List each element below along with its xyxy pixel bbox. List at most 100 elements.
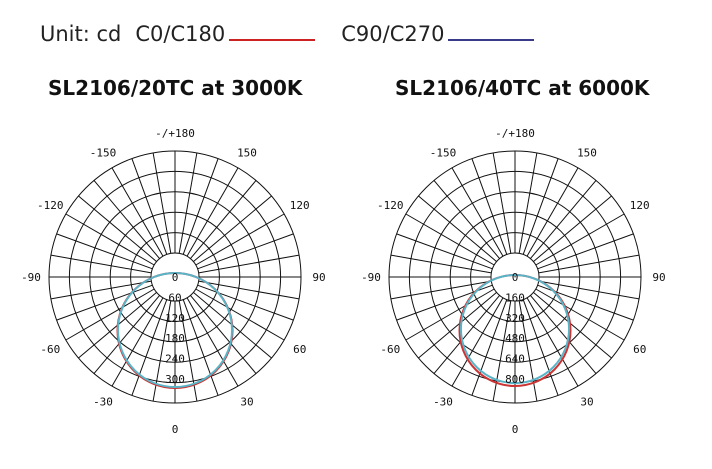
radial-tick-label: 60 [168,291,181,304]
angle-label: -150 [90,146,117,159]
grid-spoke [131,158,168,255]
grid-spoke [530,180,597,259]
angle-label: 120 [630,199,650,212]
grid-spoke [535,288,625,341]
grid-spoke [93,180,160,259]
legend-swatch-c90-c270 [448,39,535,41]
angle-label: -60 [380,343,400,356]
grid-spoke [111,167,164,257]
unit-label: Unit: cd [40,22,122,46]
angle-label: 0 [512,423,519,436]
radial-tick-label: 300 [165,373,185,386]
grid-spoke [535,213,625,266]
grid-spoke [178,152,198,254]
angle-label: -90 [21,271,41,284]
grid-spoke [186,297,239,387]
grid-spoke [65,213,155,266]
grid-spoke [197,233,294,270]
grid-spoke [518,300,538,402]
grid-spoke [111,297,164,387]
radial-tick-label: 800 [505,373,525,386]
angle-label: -30 [93,396,113,409]
grid-spoke [182,158,219,255]
radial-tick-label: 640 [505,353,525,366]
grid-spoke [451,167,504,257]
grid-spoke [418,195,497,262]
grid-spoke [526,297,579,387]
grid-spoke [190,295,257,374]
grid-spoke [526,167,579,257]
grid-spoke [433,295,500,374]
grid-spoke [538,254,640,274]
grid-spoke [530,295,597,374]
legend-entry-c90-c270: C90/C270 [341,22,535,46]
radial-tick-label: 320 [505,312,525,325]
chart-title-right: SL2106/40TC at 6000K [395,76,650,100]
angle-label: 0 [172,423,179,436]
legend-entry-c0-c180: C0/C180 [135,22,316,46]
grid-spoke [522,299,559,396]
grid-spoke [190,180,257,259]
angle-label: 60 [293,343,306,356]
grid-spoke [390,254,492,274]
angle-label: 90 [652,271,665,284]
grid-spoke [152,152,172,254]
grid-spoke [537,233,634,270]
grid-spoke [418,292,497,359]
grid-spoke [56,233,153,270]
angle-label: 60 [633,343,646,356]
series-curve-c90-c270 [117,272,233,388]
angle-label: 150 [577,146,597,159]
angle-label: -60 [40,343,60,356]
grid-spoke [451,297,504,387]
radial-tick-label: 120 [165,312,185,325]
angle-label: -120 [37,199,64,212]
angle-label: 90 [312,271,325,284]
grid-spoke [198,280,300,300]
grid-spoke [93,295,160,374]
polar-grid [388,150,642,404]
polar-chart-right: 0 160 320 480 640 800 -/+180 150 -150 120 -120 90 -9… [361,127,666,436]
grid-spoke [195,288,285,341]
grid-spoke [492,152,512,254]
grid-spoke [390,280,492,300]
angle-label: -30 [433,396,453,409]
grid-spoke [131,299,168,396]
grid-spoke [405,288,495,341]
grid-spoke [193,195,272,262]
angle-label: 30 [240,396,253,409]
grid-spoke [492,300,512,402]
legend-label-c0-c180: C0/C180 [135,22,226,46]
grid-spoke [182,299,219,396]
grid-spoke [405,213,495,266]
radial-tick-label: 240 [165,353,185,366]
chart-title-left: SL2106/20TC at 3000K [48,76,303,100]
radial-tick-label: 180 [165,332,185,345]
grid-spoke [396,233,493,270]
grid-spoke [471,158,508,255]
grid-spoke [65,288,155,341]
grid-spoke [50,254,152,274]
grid-spoke [433,180,500,259]
grid-spoke [50,280,152,300]
radial-tick-label: 0 [172,271,179,284]
radial-tick-label: 0 [512,271,519,284]
grid-spoke [186,167,239,257]
polar-chart-left: 060120180240300-/+180150-150120-12090-90… [21,127,326,436]
legend-label-c90-c270: C90/C270 [341,22,445,46]
radial-tick-label: 480 [505,332,525,345]
grid-spoke [198,254,300,274]
radial-tick-label: 160 [505,291,525,304]
legend-swatch-c0-c180 [229,39,316,41]
grid-spoke [533,292,612,359]
angle-label: 120 [290,199,310,212]
angle-label: -90 [361,271,381,284]
grid-spoke [56,284,153,321]
angle-label: -/+180 [495,127,535,140]
angle-label: -/+180 [155,127,195,140]
grid-spoke [195,213,285,266]
grid-spoke [522,158,559,255]
grid-spoke [78,195,157,262]
grid-spoke [538,280,640,300]
angle-label: -150 [430,146,457,159]
